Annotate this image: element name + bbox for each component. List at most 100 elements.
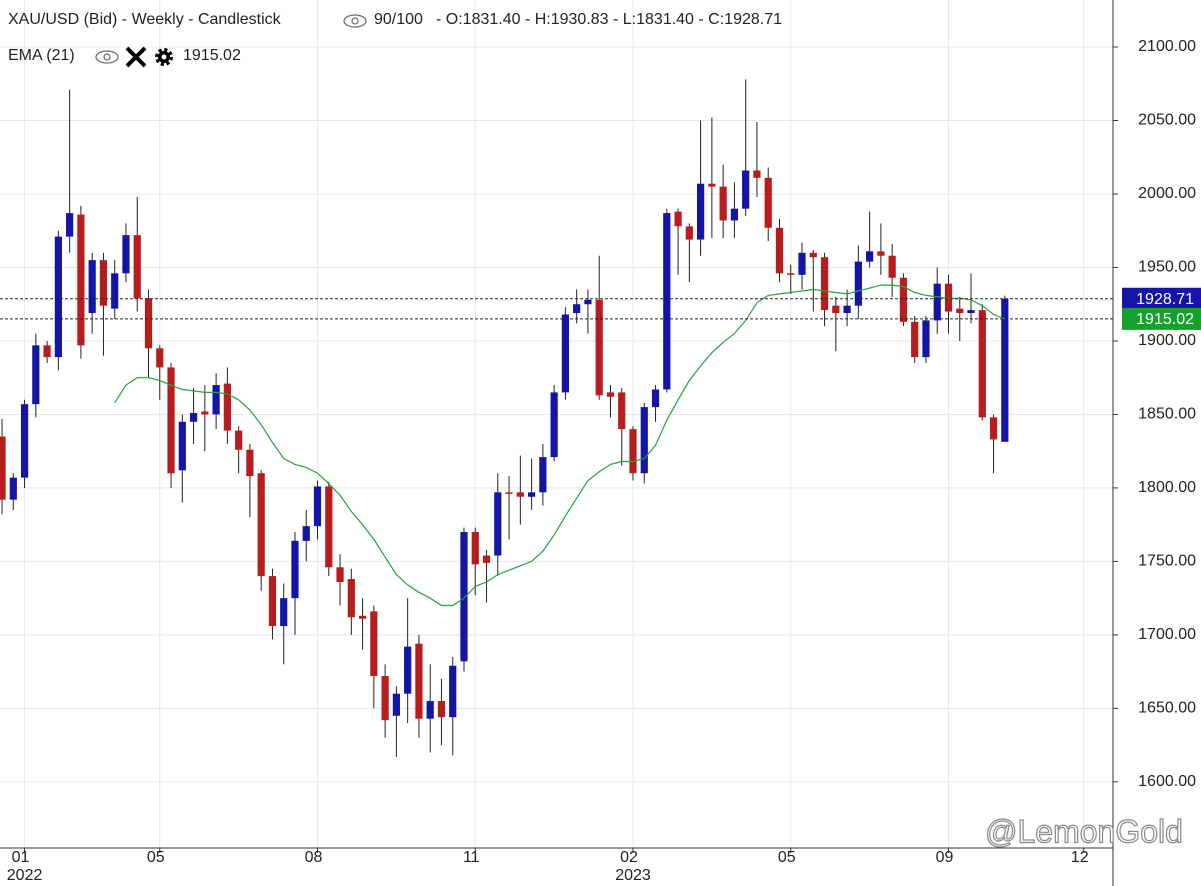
indicator-remove[interactable] [125,46,147,68]
y-tick-label: 1600.00 [1138,773,1196,790]
candle-body [381,676,389,721]
candle-body [0,436,6,500]
candle-body [933,283,941,321]
y-tick-label: 1850.00 [1138,406,1196,423]
candle-body [111,273,119,309]
candle-body [539,457,547,493]
candle-body [989,417,998,440]
candle-body [235,430,243,450]
candle-body [302,526,310,541]
x-year-label: 2023 [615,867,651,884]
candle-body [358,615,367,619]
candle-body [280,598,288,627]
y-tick-label: 1900.00 [1138,332,1196,349]
candle-body [787,273,795,275]
candle-body [911,321,919,358]
candle-body [404,646,412,694]
candle-body [877,251,885,256]
candle-body [899,277,908,322]
x-tick-label: 09 [936,849,954,866]
candle-body [832,305,840,314]
candle-body [201,411,209,415]
eye-icon[interactable] [343,14,367,28]
y-tick-label: 2050.00 [1138,112,1196,129]
ohlc-label: - O:1831.40 - H:1930.83 - L:1831.40 - C:… [436,11,782,28]
candle-body [426,701,434,719]
candle-body [843,305,851,314]
candle-body [764,177,772,228]
candle-body [20,404,29,478]
indicator-name: EMA (21) [8,47,75,64]
candle-body [449,665,457,718]
candle-body [866,251,874,262]
candle-body [685,226,693,240]
candle-body [144,298,153,349]
candle-body [325,486,333,568]
candle-body [189,412,198,422]
candle-body [606,392,615,397]
y-tick-label: 1650.00 [1138,700,1196,717]
ema-price-tag [1122,307,1201,330]
indicator-settings[interactable] [155,48,173,66]
grid [0,0,1113,848]
candle-body [809,252,817,258]
candle-body [32,345,40,405]
candle-body [156,348,164,368]
watermark: @LemonGold [985,813,1183,849]
candle-body [88,260,96,314]
last-price-tag-label: 1928.71 [1136,291,1194,308]
candle-body [595,299,603,396]
candle-body [730,208,739,221]
candle-body [494,492,502,556]
candle-body [561,314,570,393]
candle-body [336,567,344,582]
candle-body [516,492,524,497]
candle-body [54,236,62,358]
candle-body [888,255,896,278]
candle-body [708,183,716,187]
candle-body [854,261,862,306]
candle-body [370,611,378,677]
plot [0,79,1113,757]
candle-body [460,532,468,662]
candle-body [967,310,975,314]
candle-body [505,492,513,494]
candle-body [77,214,85,346]
candle-body [347,579,355,618]
candle-body [268,576,277,627]
candle-body [640,407,648,474]
candle-body [629,429,637,474]
y-tick-label: 2000.00 [1138,185,1196,202]
candle-body [9,477,17,500]
candle-body [437,701,446,718]
candle-body [663,213,671,390]
candle-body [651,389,660,408]
last-price-tag [1122,287,1201,310]
candle-body [133,235,141,299]
candle-body [66,213,74,237]
candle-body [674,211,682,227]
candle-body [99,260,108,306]
candle-body [257,473,265,577]
candle-body [167,367,175,474]
y-tick-label: 1950.00 [1138,259,1196,276]
candle-body [573,304,581,314]
candle-body [956,308,964,314]
candle-body [944,283,953,312]
candle-body [753,170,761,178]
y-tick-label: 1700.00 [1138,626,1196,643]
candle-body [223,383,231,431]
candle-body [313,486,322,527]
indicator-eye[interactable] [95,50,119,64]
candle-body [527,492,536,497]
x-tick-label: 12 [1071,849,1089,866]
candle-body [471,532,479,565]
candle-body [415,643,423,719]
chart-title: XAU/USD (Bid) - Weekly - Candlestick [8,11,282,28]
ema-line [114,284,1006,607]
x-tick-label: 08 [305,849,323,866]
candle-body [798,252,806,275]
candle-body [122,235,130,274]
candle-body [178,421,186,471]
